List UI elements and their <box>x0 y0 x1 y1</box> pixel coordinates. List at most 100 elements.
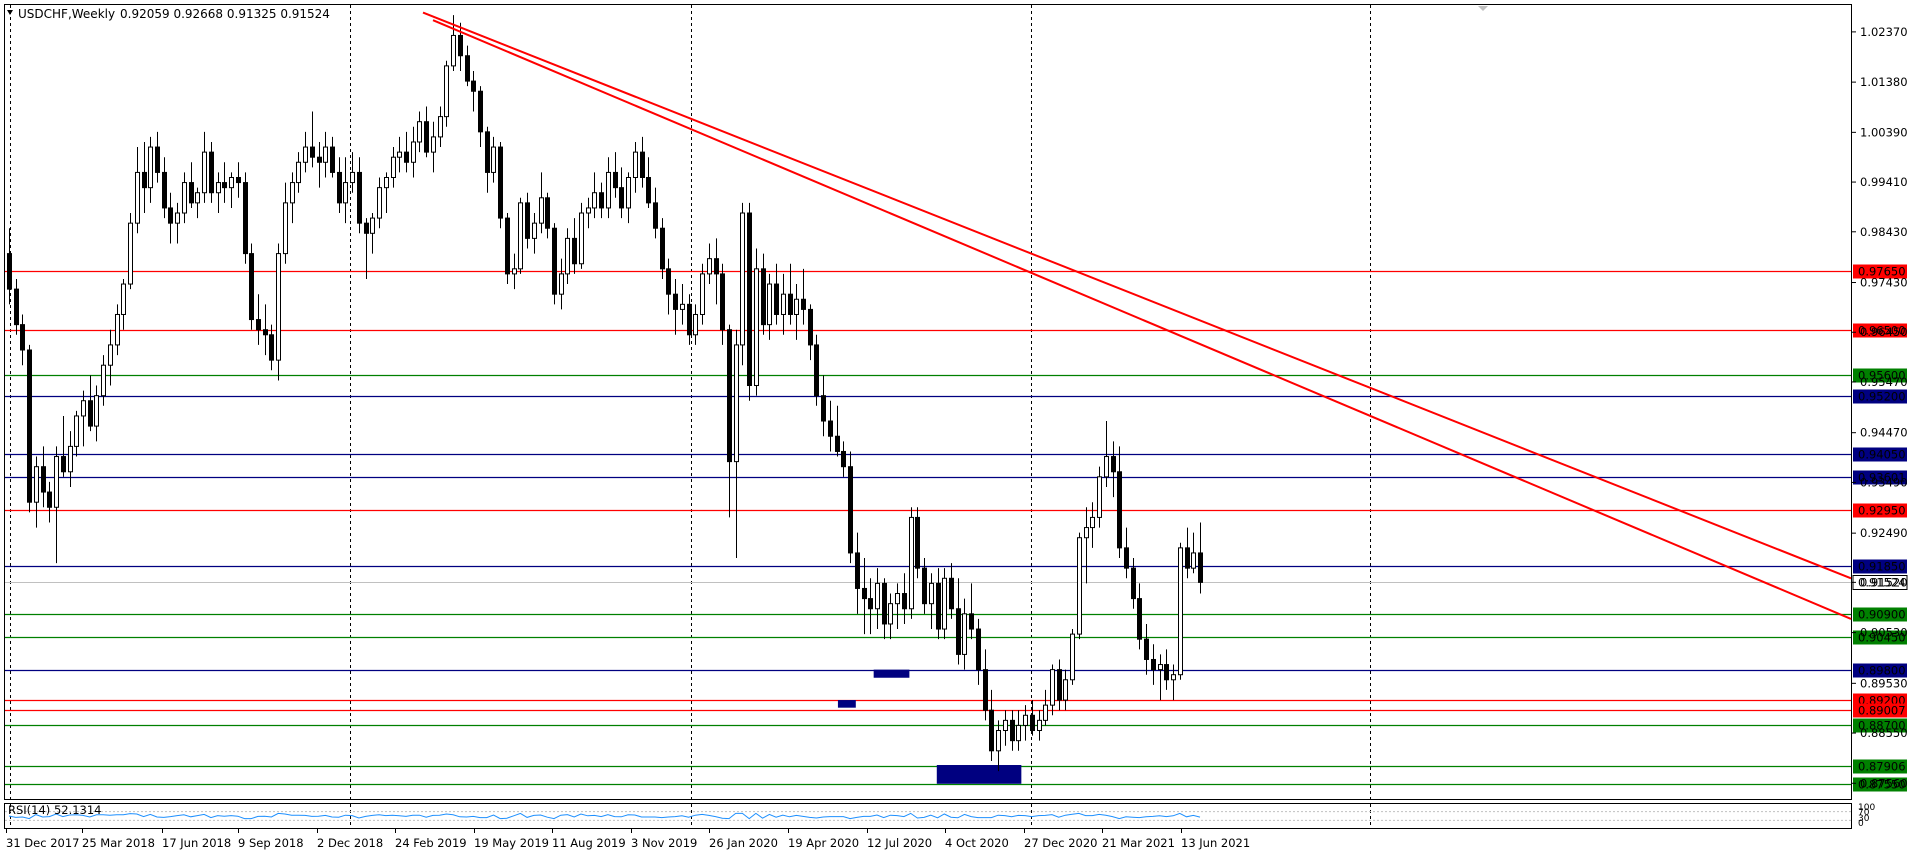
candle[interactable] <box>700 263 705 325</box>
candle[interactable] <box>841 441 846 477</box>
candle[interactable] <box>68 431 73 487</box>
candle[interactable] <box>518 197 523 274</box>
candle[interactable] <box>269 324 274 371</box>
candle[interactable] <box>592 172 597 219</box>
candle[interactable] <box>263 304 268 356</box>
candle[interactable] <box>1097 466 1102 528</box>
candle[interactable] <box>229 172 234 208</box>
candle[interactable] <box>666 258 671 315</box>
candle[interactable] <box>485 126 490 193</box>
candle[interactable] <box>1137 583 1142 650</box>
candle[interactable] <box>1043 689 1048 726</box>
candle[interactable] <box>370 213 375 254</box>
candle[interactable] <box>720 263 725 345</box>
candle[interactable] <box>714 238 719 305</box>
candle[interactable] <box>391 147 396 188</box>
candle[interactable] <box>498 141 503 229</box>
zones[interactable] <box>837 669 1022 784</box>
candle[interactable] <box>296 152 301 193</box>
candle[interactable] <box>855 532 860 614</box>
candle[interactable] <box>61 415 66 477</box>
candle[interactable] <box>781 273 786 335</box>
candle[interactable] <box>243 172 248 264</box>
candle[interactable] <box>323 131 328 178</box>
candle[interactable] <box>216 172 221 214</box>
candle[interactable] <box>848 451 853 564</box>
candle[interactable] <box>599 182 604 219</box>
candle[interactable] <box>909 507 914 619</box>
candle[interactable] <box>1117 446 1122 559</box>
candle[interactable] <box>788 263 793 325</box>
candle[interactable] <box>411 126 416 178</box>
candle[interactable] <box>1158 654 1163 701</box>
candle[interactable] <box>801 268 806 325</box>
candle[interactable] <box>962 598 967 670</box>
candle[interactable] <box>740 202 745 366</box>
candle[interactable] <box>101 355 106 406</box>
candle[interactable] <box>1016 710 1021 751</box>
candle[interactable] <box>1104 421 1109 487</box>
candle[interactable] <box>1010 710 1015 751</box>
candle[interactable] <box>633 141 638 193</box>
candle[interactable] <box>195 187 200 219</box>
candle[interactable] <box>357 157 362 234</box>
candle[interactable] <box>384 172 389 214</box>
candle[interactable] <box>640 136 645 188</box>
candle[interactable] <box>162 157 167 219</box>
candle[interactable] <box>81 390 86 447</box>
candle[interactable] <box>276 243 281 381</box>
candle[interactable] <box>175 202 180 244</box>
shift-marker-icon[interactable] <box>1478 6 1488 11</box>
candle[interactable] <box>626 172 631 224</box>
candle[interactable] <box>579 202 584 269</box>
candle[interactable] <box>115 304 120 356</box>
candle[interactable] <box>888 593 893 640</box>
candle[interactable] <box>168 192 173 244</box>
candle[interactable] <box>505 213 510 285</box>
candle[interactable] <box>310 111 315 168</box>
candle[interactable] <box>1030 700 1035 736</box>
trendline[interactable] <box>422 11 1852 580</box>
candle[interactable] <box>128 213 133 290</box>
candle[interactable] <box>478 86 483 148</box>
candle[interactable] <box>303 131 308 173</box>
candle[interactable] <box>1084 507 1089 584</box>
candle[interactable] <box>256 294 261 345</box>
candle[interactable] <box>525 192 530 249</box>
candle[interactable] <box>1124 527 1129 579</box>
horizontal-levels[interactable]: 0.97650 0.96500 0.95600 0.95200 0.94050 0.936… <box>5 264 1908 792</box>
candle[interactable] <box>397 136 402 173</box>
candle[interactable] <box>27 344 32 513</box>
candle[interactable] <box>1003 710 1008 746</box>
candle[interactable] <box>680 284 685 325</box>
candle[interactable] <box>996 720 1001 772</box>
candle[interactable] <box>1198 522 1203 594</box>
candle[interactable] <box>727 324 732 518</box>
candle[interactable] <box>747 202 752 401</box>
candle[interactable] <box>673 278 678 335</box>
candle[interactable] <box>559 258 564 310</box>
candle[interactable] <box>189 162 194 208</box>
candle[interactable] <box>868 578 873 635</box>
trendlines[interactable] <box>422 11 1852 620</box>
candle[interactable] <box>377 177 382 229</box>
candle[interactable] <box>121 278 126 330</box>
zone-rect[interactable] <box>936 765 1022 784</box>
candle[interactable] <box>734 329 739 559</box>
candle[interactable] <box>337 157 342 214</box>
candle[interactable] <box>404 131 409 173</box>
candle[interactable] <box>976 618 981 685</box>
candle[interactable] <box>47 481 52 523</box>
candle[interactable] <box>249 243 254 330</box>
candle[interactable] <box>236 162 241 198</box>
candle[interactable] <box>222 162 227 203</box>
candle[interactable] <box>1144 623 1149 675</box>
candle[interactable] <box>814 334 819 406</box>
candle[interactable] <box>1023 705 1028 741</box>
candle[interactable] <box>431 121 436 173</box>
candle[interactable] <box>539 172 544 234</box>
candle[interactable] <box>1050 664 1055 716</box>
candle[interactable] <box>808 304 813 361</box>
zone-rect[interactable] <box>873 669 910 678</box>
